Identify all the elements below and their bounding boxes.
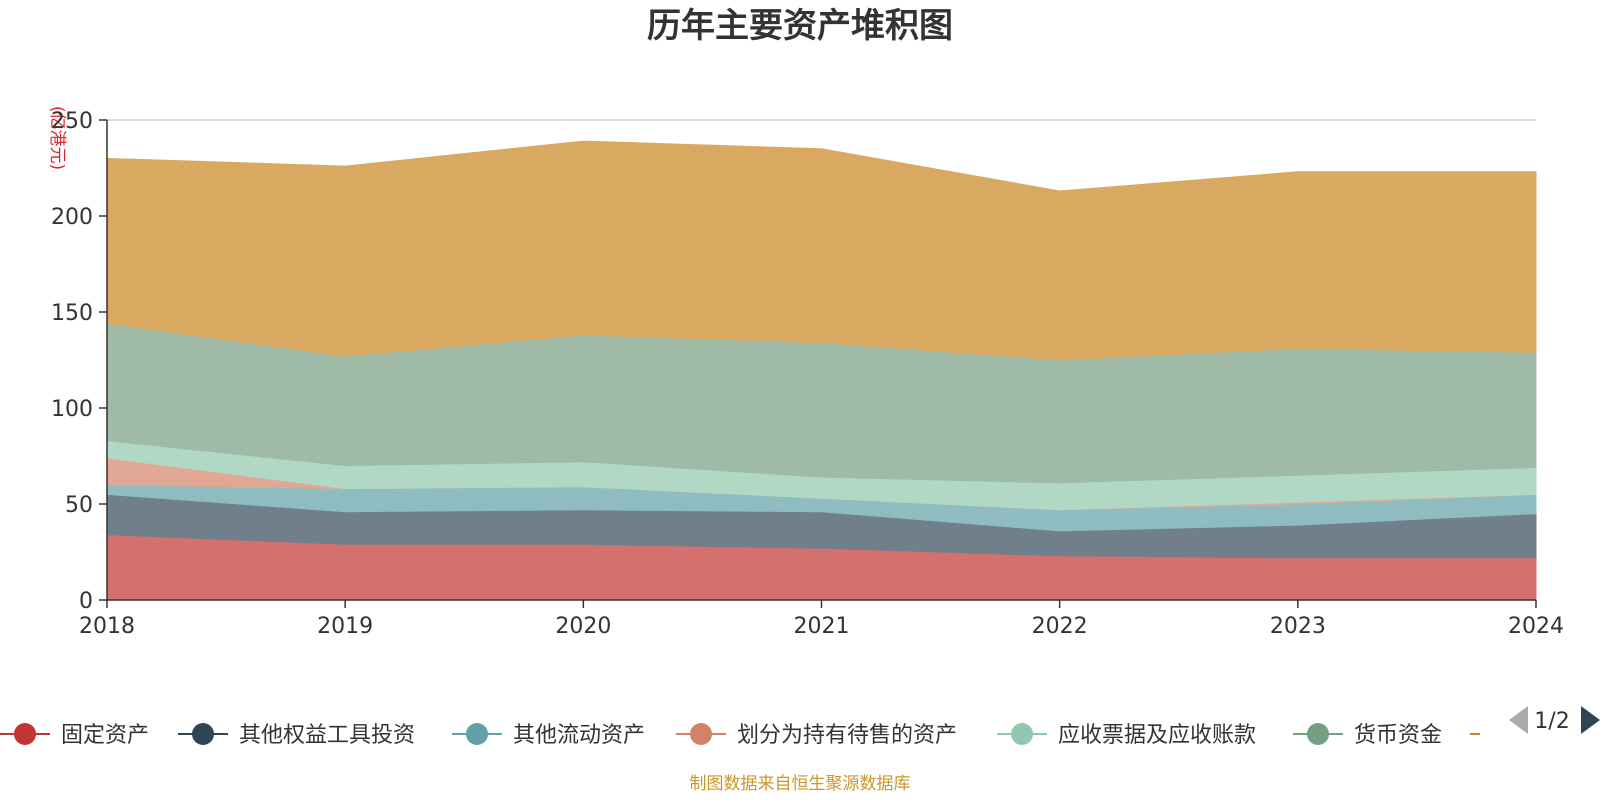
legend-marker-icon	[1307, 723, 1329, 745]
legend-page-indicator: 1/2	[1534, 709, 1569, 734]
y-tick-label-150: 150	[51, 301, 93, 326]
legend-label: 货币资金	[1354, 723, 1442, 748]
legend-marker-icon	[466, 723, 488, 745]
legend-label: 划分为持有待售的资产	[737, 723, 957, 748]
legend-item-2[interactable]: 其他流动资产	[452, 723, 645, 748]
y-tick-label-250: 250	[51, 109, 93, 134]
legend-label: 其他流动资产	[513, 723, 645, 748]
legend-item-0[interactable]: 固定资产	[0, 723, 149, 748]
legend-item-1[interactable]: 其他权益工具投资	[178, 723, 415, 748]
legend-marker-icon	[192, 723, 214, 745]
axis-layer: 0 50 100 150 200 250 2018 2019 2020 2021 2022 2023 2…	[51, 109, 1564, 639]
x-tick-label-2024: 2024	[1508, 614, 1564, 639]
legend-next-page-icon[interactable]	[1581, 706, 1600, 734]
legend-marker-icon	[690, 723, 712, 745]
y-axis-unit-label: (亿港元)	[47, 106, 67, 170]
data-source-note: 制图数据来自恒生聚源数据库	[690, 774, 911, 794]
x-tick-label-2023: 2023	[1270, 614, 1326, 639]
area-series-6[interactable]	[106, 140, 1537, 361]
x-tick-label-2020: 2020	[555, 614, 611, 639]
legend-marker-icon	[1011, 723, 1033, 745]
legend-label: 固定资产	[61, 723, 149, 748]
legend-item-5[interactable]: 货币资金	[1293, 723, 1442, 748]
y-tick-label-100: 100	[51, 397, 93, 422]
area-layer	[106, 140, 1537, 601]
legend-item-4[interactable]: 应收票据及应收账款	[997, 723, 1256, 748]
chart-title: 历年主要资产堆积图	[647, 6, 953, 46]
x-tick-label-2021: 2021	[794, 614, 850, 639]
legend-pager: 1/2	[1509, 706, 1600, 734]
legend-label: 其他权益工具投资	[239, 723, 415, 748]
x-tick-label-2022: 2022	[1032, 614, 1088, 639]
legend-item-3[interactable]: 划分为持有待售的资产	[676, 723, 957, 748]
legend-label: 应收票据及应收账款	[1058, 723, 1256, 748]
legend-marker-icon	[14, 723, 36, 745]
x-tick-label-2018: 2018	[79, 614, 135, 639]
legend-prev-page-icon[interactable]	[1509, 706, 1528, 734]
y-tick-label-50: 50	[65, 493, 93, 518]
x-tick-label-2019: 2019	[317, 614, 373, 639]
y-tick-label-200: 200	[51, 205, 93, 230]
legend: 固定资产 其他权益工具投资 其他流动资产 划分为持有待售的资产 应收票据及应收账款 货币资…	[0, 723, 1480, 748]
y-tick-label-0: 0	[79, 589, 93, 614]
